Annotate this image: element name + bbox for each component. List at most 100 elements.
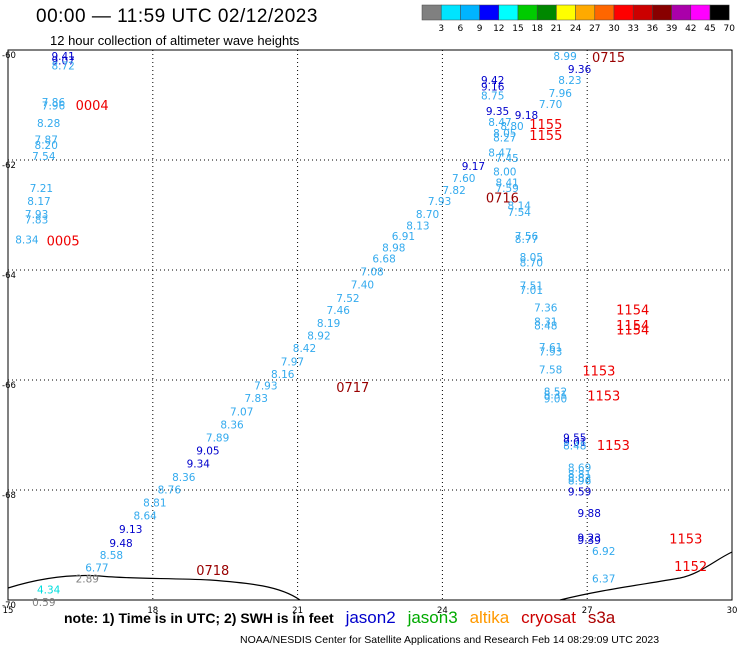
swh-value: 7.54 [508,207,532,219]
swh-value: 7.52 [336,293,359,305]
pass-time-label: 0716 [486,191,519,206]
pass-time-label: 1155 [529,129,562,144]
pass-time-label: 0718 [196,564,229,579]
swh-value: 8.05 [520,252,543,264]
coastline [559,551,733,601]
x-tick-label: 24 [437,606,448,616]
swh-value: 8.98 [382,242,405,254]
swh-value: 7.54 [32,151,56,163]
pass-time-label: 1155 [529,118,562,133]
swh-value: 6.91 [392,231,415,243]
scale-label: 70 [723,24,735,34]
swh-value: 6.68 [372,253,395,265]
scale-label: 24 [570,24,582,34]
swh-value: 7.86 [42,97,66,109]
pass-time-label: 1153 [669,532,702,547]
swh-value: 9.59 [568,487,591,499]
swh-value: 6.92 [592,546,615,558]
note-text: note: 1) Time is in UTC; 2) SWH is in fe… [64,610,334,626]
swh-value: 4.34 [37,585,61,597]
swh-value: 7.21 [30,183,53,195]
swh-value: 9.55 [563,433,586,445]
plot-frame [7,49,733,601]
swh-value: 8.96 [568,476,592,488]
swh-value: 6.77 [85,563,108,575]
swh-value: 8.28 [37,118,60,130]
scale-label: 18 [531,24,543,34]
scale-label: 42 [685,24,696,34]
swh-value: 8.83 [568,473,591,485]
swh-value: 8.00 [493,167,516,179]
y-tick-label: -60 [2,51,16,61]
y-tick-label: -70 [2,601,16,611]
swh-value: 9.34 [187,459,211,471]
swh-value: 8.75 [481,91,504,103]
x-tick-label: 18 [147,606,158,616]
satellite-s3a: s3a [587,608,616,627]
satellite-cryosat: cryosat [521,608,576,627]
swh-value: 9.41 [51,51,74,63]
swh-value: 8.70 [416,209,439,221]
swh-value: 7.89 [206,433,229,445]
pass-time-label: 0005 [47,235,80,250]
swh-value: 8.05 [493,128,516,140]
scale-label: 12 [493,24,504,34]
swh-value: 9.36 [568,64,592,76]
swh-value: 9.05 [196,445,219,457]
swh-value: 7.59 [495,183,518,195]
swh-value: 7.45 [495,153,518,165]
swh-value: 7.36 [534,302,558,314]
swh-value: 9.35 [486,106,509,118]
swh-value: 7.01 [520,285,543,297]
y-tick-label: -64 [2,271,16,281]
swh-value: 8.58 [100,550,123,562]
swh-value: 8.81 [143,498,166,510]
y-tick-label: -66 [2,381,16,391]
scale-label: 39 [666,24,678,34]
swh-value: 8.34 [15,235,39,247]
satellite-altika: altika [469,608,510,627]
swh-value: 8.81 [568,469,591,481]
swh-value: 6.37 [592,574,615,586]
scale-label: 30 [608,24,620,34]
pass-time-label: 1152 [674,560,707,575]
swh-value: 9.18 [515,110,538,122]
swh-value: 9.01 [563,437,586,449]
swh-value: 8.76 [158,484,182,496]
swh-value: 8.64 [133,510,157,522]
scale-label: 6 [458,24,464,34]
pass-time-label: 1153 [582,365,615,380]
y-tick-label: -62 [2,161,16,171]
map-subtitle: 12 hour collection of altimeter wave hei… [50,33,300,48]
scale-label: 21 [551,24,562,34]
swh-value: 7.96 [549,88,573,100]
swh-value: 9.00 [544,394,567,406]
swh-value: 8.20 [35,140,58,152]
swh-value: 8.80 [500,121,523,133]
swh-value: 8.17 [27,196,50,208]
swh-value: 9.17 [462,161,485,173]
swh-value: 8.47 [488,117,511,129]
swh-value: 7.96 [42,101,66,113]
swh-value: 8.99 [553,51,576,63]
coastline [7,574,301,601]
swh-value: 7.83 [25,214,48,226]
swh-value: 8.31 [544,389,567,401]
swh-value: 7.93 [428,196,451,208]
scale-label: 33 [627,24,638,34]
pass-time-label: 0715 [592,51,625,66]
swh-value: 7.82 [442,185,465,197]
swh-value: 8.77 [515,234,538,246]
scale-label: 36 [647,24,659,34]
swh-value: 8.13 [406,220,429,232]
pass-time-label: 1153 [587,389,620,404]
swh-value: 7.97 [281,356,304,368]
swh-value: 8.48 [534,321,557,333]
swh-value: 9.42 [481,75,504,87]
swh-value: 7.07 [230,406,253,418]
swh-value: 7.83 [245,393,268,405]
swh-value: 8.27 [493,132,516,144]
credit-line: NOAA/NESDIS Center for Satellite Applica… [240,634,660,646]
